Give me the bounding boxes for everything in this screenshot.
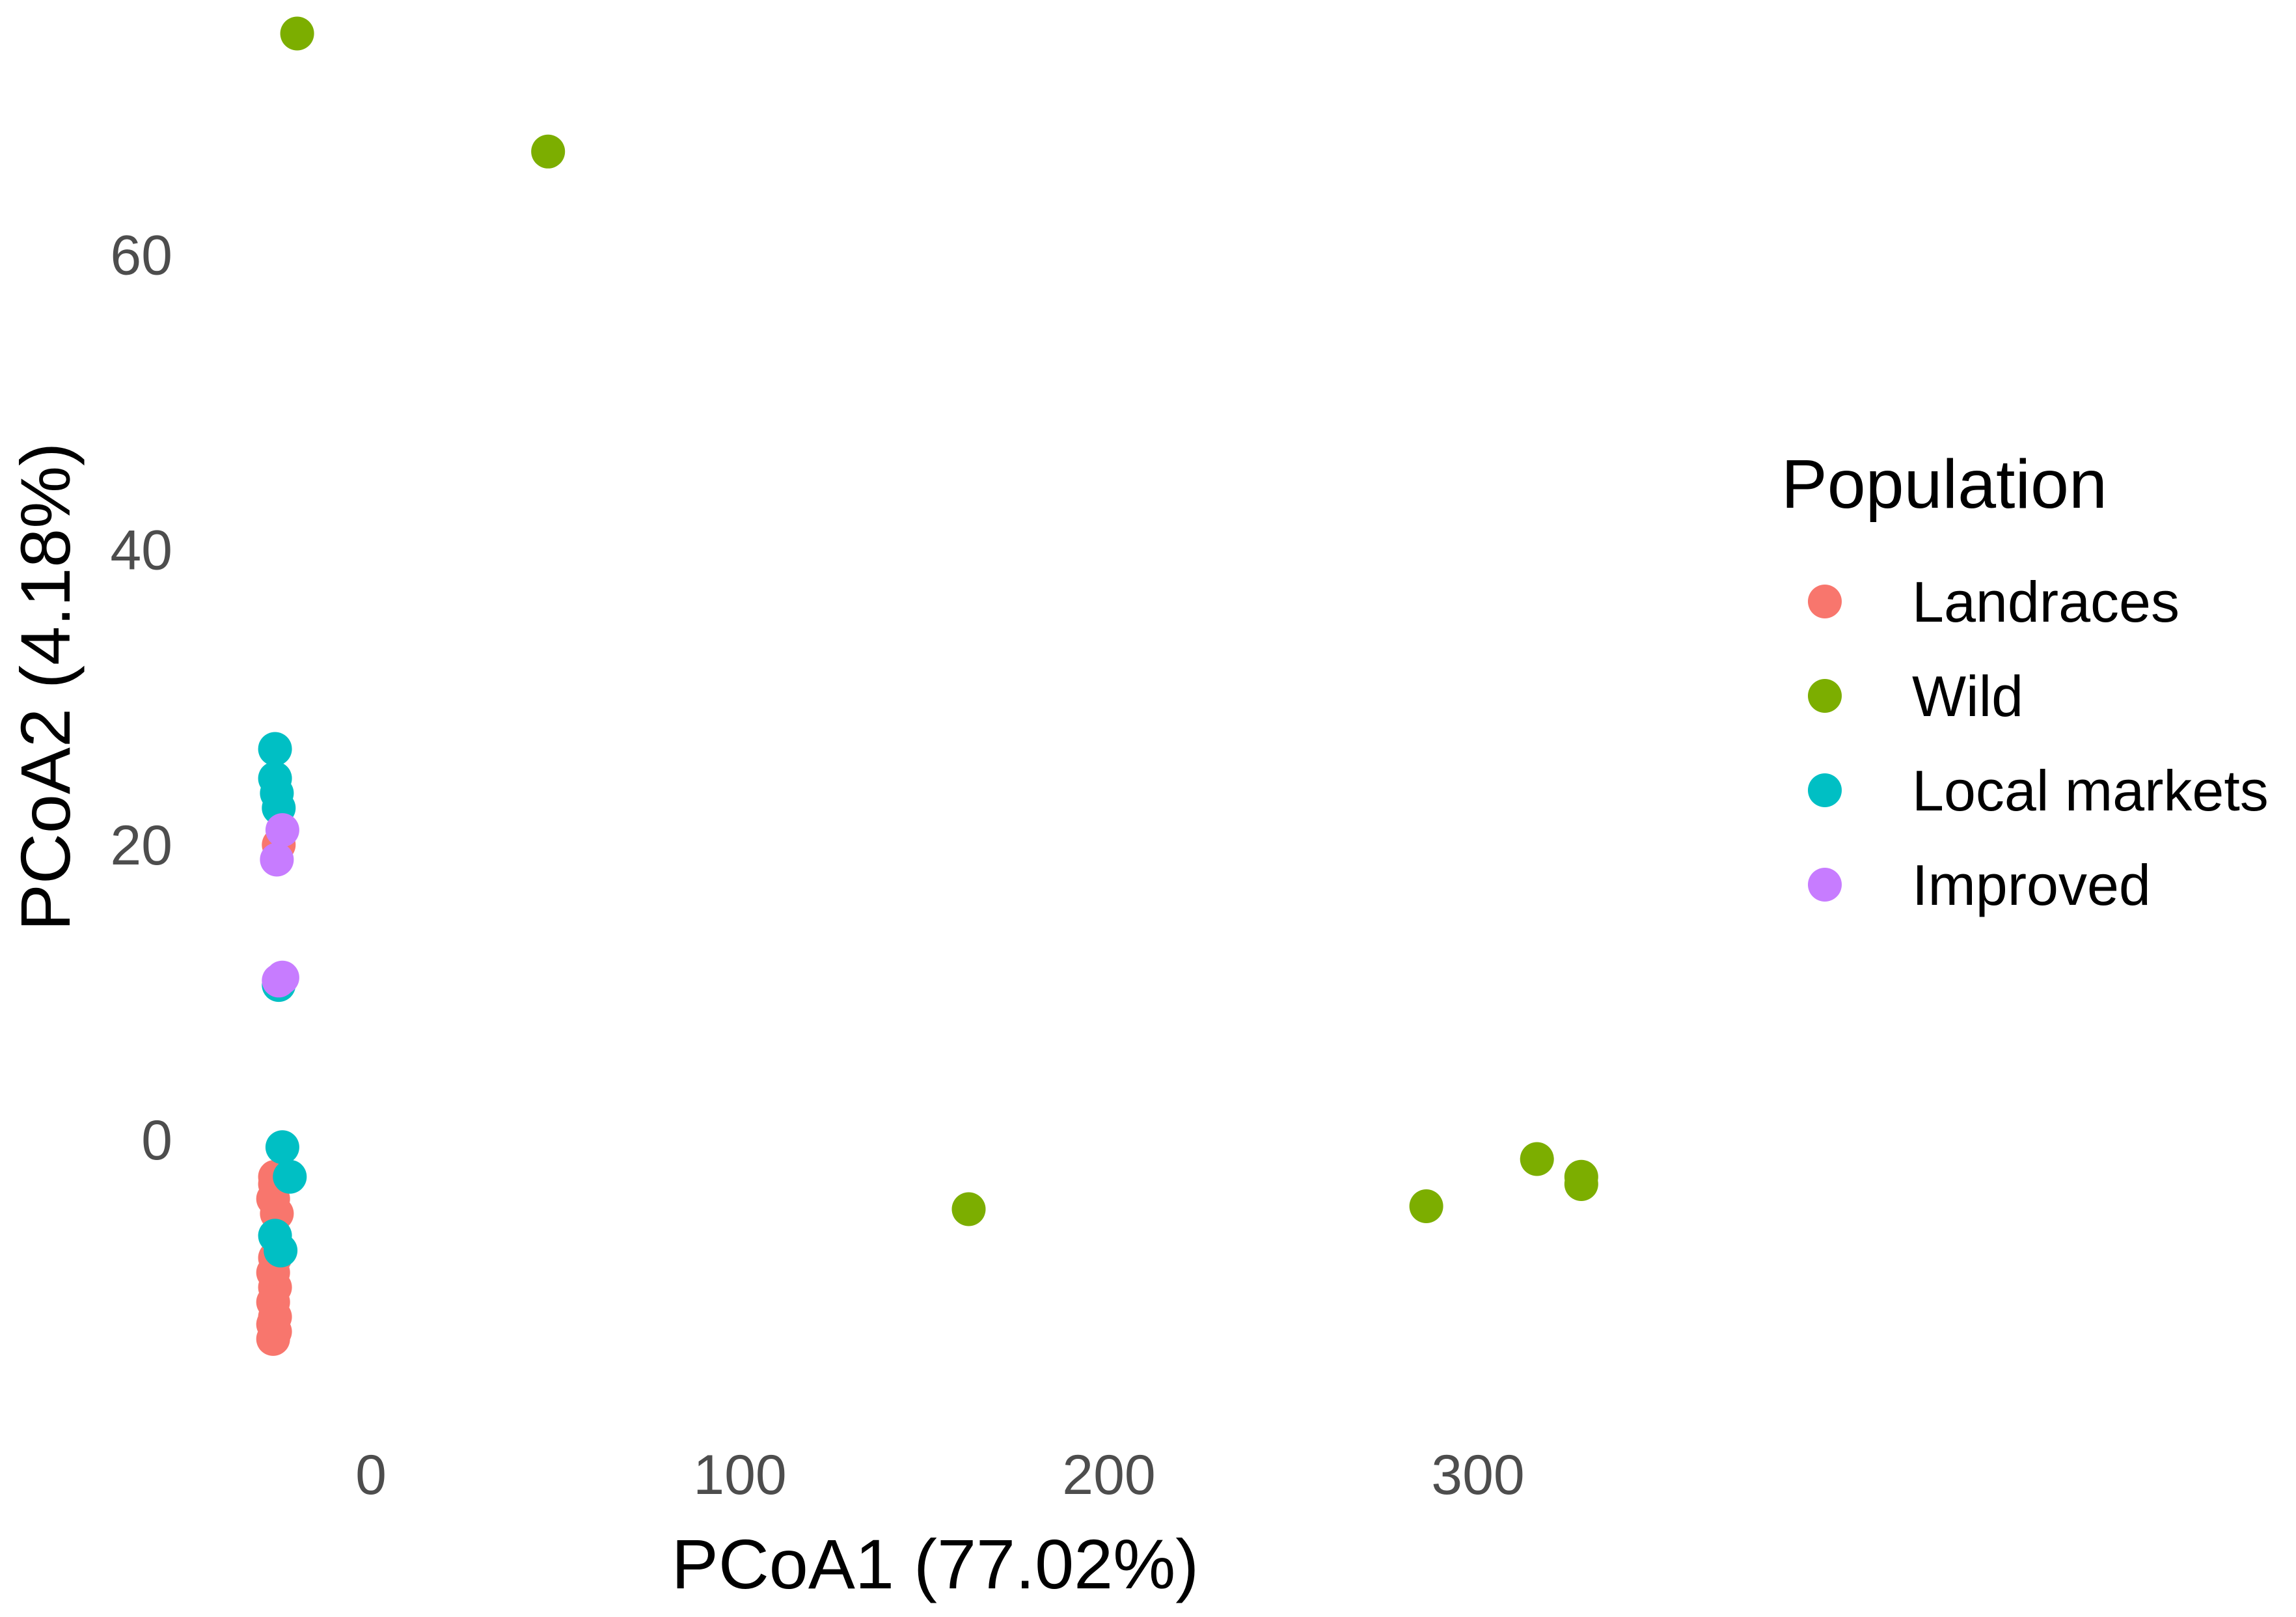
data-points-layer: [256, 16, 1598, 1356]
point-wild-6: [1564, 1167, 1598, 1201]
legend-label: Local markets: [1912, 758, 2269, 823]
legend: Population Landraces Wild Local markets Imp…: [1781, 446, 2269, 917]
legend-label: Wild: [1912, 664, 2023, 728]
y-tick-label-60: 60: [110, 224, 172, 286]
x-tick-label-100: 100: [693, 1444, 787, 1506]
point-local-markets-5: [265, 1130, 299, 1165]
point-wild-4: [1520, 1142, 1554, 1176]
legend-title: Population: [1781, 446, 2107, 523]
legend-label: Landraces: [1912, 570, 2180, 634]
legend-key-marker: [1808, 868, 1842, 902]
legend-key-marker: [1808, 585, 1842, 618]
point-wild-2: [951, 1192, 986, 1226]
legend-items: Landraces Wild Local markets Improved: [1808, 570, 2269, 917]
y-tick-label-0: 0: [141, 1109, 172, 1172]
y-tick-label-40: 40: [110, 519, 172, 582]
point-improved-3: [262, 963, 296, 998]
point-landraces-12: [256, 1321, 290, 1356]
legend-label: Improved: [1912, 853, 2151, 917]
x-tick-label-300: 300: [1431, 1444, 1525, 1506]
x-axis-ticks: 0 100 200 300: [355, 1444, 1525, 1506]
legend-item-landraces: Landraces: [1808, 570, 2180, 634]
legend-key-marker: [1808, 679, 1842, 713]
y-axis-ticks: 0 20 40 60: [110, 224, 172, 1172]
point-improved-1: [265, 813, 299, 848]
point-improved-0: [260, 842, 294, 877]
point-local-markets-6: [273, 1159, 307, 1194]
x-tick-label-200: 200: [1062, 1444, 1156, 1506]
point-wild-0: [280, 16, 314, 51]
y-axis-title: PCoA2 (4.18%): [6, 443, 85, 931]
point-local-markets-0: [258, 732, 292, 766]
point-local-markets-8: [264, 1234, 298, 1267]
legend-item-local-markets: Local markets: [1808, 758, 2269, 823]
point-wild-3: [1409, 1189, 1443, 1223]
x-axis-title: PCoA1 (77.02%): [672, 1525, 1199, 1603]
legend-item-wild: Wild: [1808, 664, 2023, 728]
y-tick-label-20: 20: [110, 814, 172, 877]
point-wild-1: [531, 134, 566, 169]
x-tick-label-0: 0: [355, 1444, 387, 1506]
legend-item-improved: Improved: [1808, 853, 2151, 917]
legend-key-marker: [1808, 773, 1842, 807]
